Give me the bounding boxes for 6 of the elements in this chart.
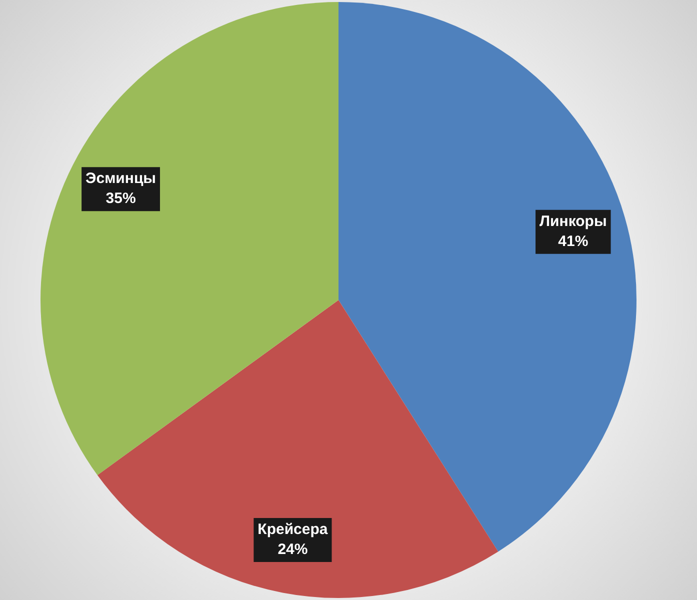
data-label: 24% (278, 541, 308, 558)
data-label: 35% (106, 190, 136, 208)
slice-label: Крейсера (258, 521, 328, 538)
slice-label: Линкоры (540, 212, 607, 230)
slice-label: Эсминцы (86, 170, 156, 188)
data-label: 41% (558, 232, 588, 250)
